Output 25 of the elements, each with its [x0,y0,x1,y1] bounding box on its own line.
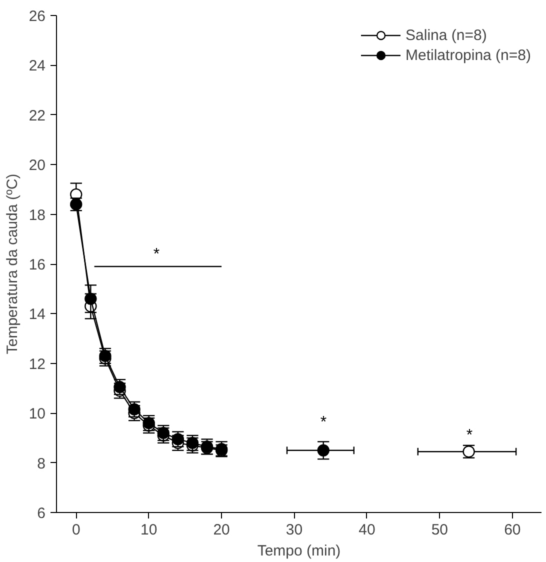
y-tick-label: 18 [28,206,46,224]
x-tick-label: 0 [72,522,80,538]
y-tick-label: 10 [28,406,46,423]
x-tick-label: 10 [140,522,158,538]
y-tick-label: 14 [28,306,46,324]
y-tick-label: 22 [28,107,46,124]
legend-label: Salina (n=8) [406,26,487,44]
y-tick-label: 26 [28,8,46,25]
x-tick-label: 40 [358,522,376,538]
annotation: * [153,246,160,263]
y-tick-label: 12 [28,356,46,373]
y-tick-label: 6 [37,505,46,522]
x-axis-title: Tempo (min) [257,542,341,560]
annotation: * [466,427,473,444]
legend-label: Metilatropina (n=8) [406,46,531,64]
x-tick-label: 20 [213,522,230,538]
x-tick-label: 50 [431,522,448,538]
y-tick-label: 24 [28,58,46,75]
y-axis-title: Temperatura da cauda (ºC) [4,174,21,354]
y-tick-label: 20 [28,157,46,174]
x-tick-label: 30 [286,522,303,538]
annotation: * [320,414,327,431]
y-tick-label: 16 [28,256,46,274]
y-tick-label: 8 [37,455,46,472]
x-tick-label: 60 [504,522,521,538]
